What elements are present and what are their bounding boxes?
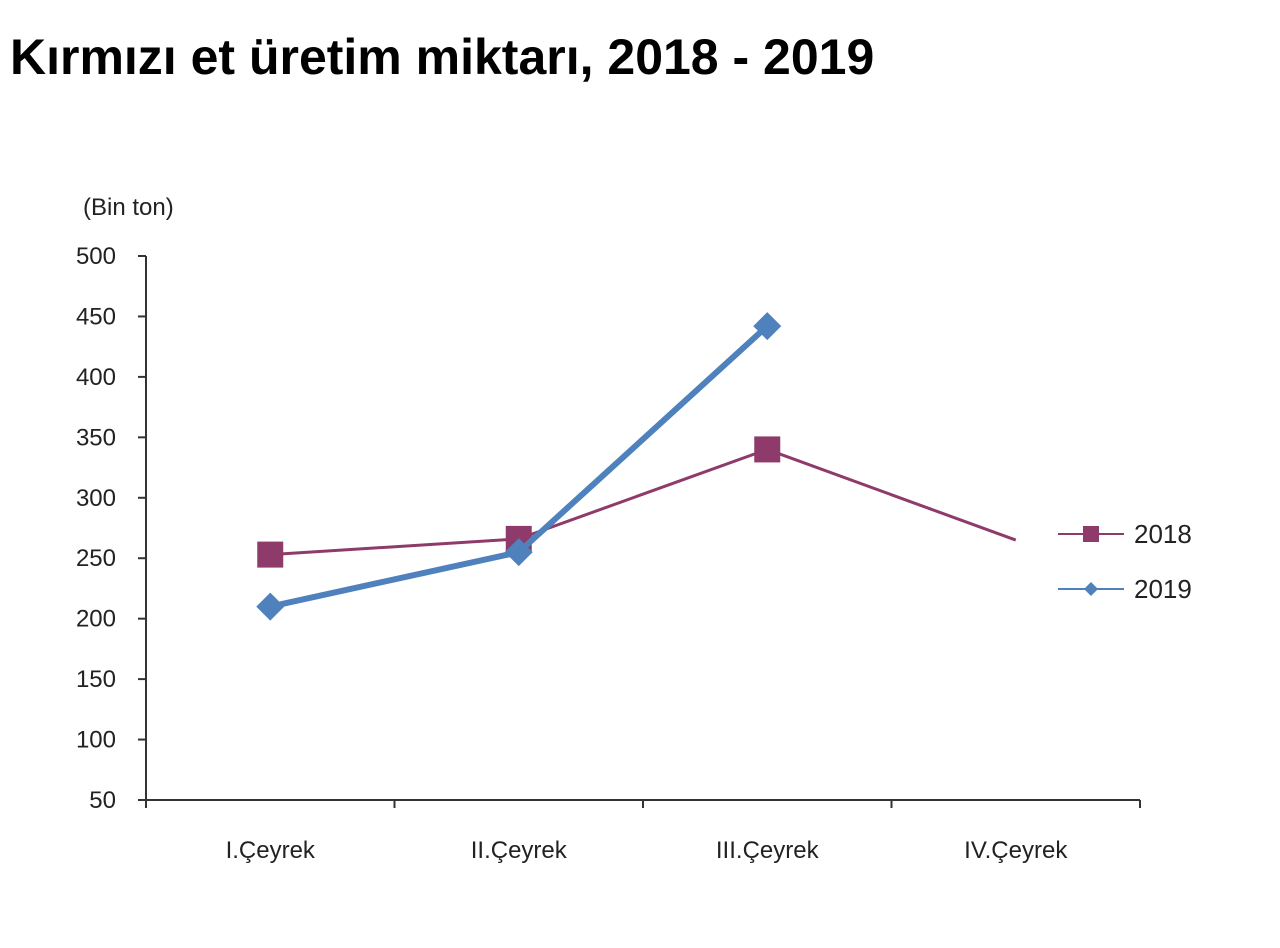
- series-layer: [256, 312, 1017, 621]
- y-tick-label: 300: [76, 485, 116, 512]
- data-point-2019: [256, 592, 285, 621]
- legend-label-2019: 2019: [1134, 574, 1192, 604]
- series-2018: [257, 436, 1017, 568]
- data-point-2018: [754, 436, 781, 463]
- data-point-2019: [753, 312, 782, 341]
- y-tick-label: 350: [76, 424, 116, 451]
- series-2019: [256, 312, 782, 621]
- y-tick-label: 250: [76, 545, 116, 572]
- x-tick-label: I.Çeyrek: [226, 837, 316, 864]
- legend-marker-2018: [1083, 526, 1099, 542]
- x-tick-label: IV.Çeyrek: [964, 837, 1068, 864]
- y-tick-label: 100: [76, 727, 116, 754]
- series-line-2018: [270, 447, 1017, 557]
- x-tick-label: II.Çeyrek: [471, 837, 568, 864]
- y-tick-label: 450: [76, 303, 116, 330]
- x-tick-label: III.Çeyrek: [716, 837, 820, 864]
- data-point-2019: [504, 538, 533, 567]
- page-title: Kırmızı et üretim miktarı, 2018 - 2019: [10, 29, 875, 85]
- y-axis-ticks: 50 100 150 200 250 300 350 400 450 500: [76, 243, 146, 814]
- legend-marker-2019: [1084, 582, 1098, 596]
- y-axis-unit-label: (Bin ton): [83, 194, 174, 221]
- y-tick-label: 50: [89, 787, 116, 814]
- y-tick-label: 150: [76, 666, 116, 693]
- y-tick-label: 200: [76, 606, 116, 633]
- legend: 2018 2019: [1058, 519, 1192, 604]
- legend-label-2018: 2018: [1134, 519, 1192, 549]
- x-axis-ticks: I.Çeyrek II.Çeyrek III.Çeyrek IV.Çeyrek: [145, 800, 1141, 864]
- y-tick-label: 400: [76, 364, 116, 391]
- y-tick-label: 500: [76, 243, 116, 270]
- data-point-2018: [257, 541, 284, 568]
